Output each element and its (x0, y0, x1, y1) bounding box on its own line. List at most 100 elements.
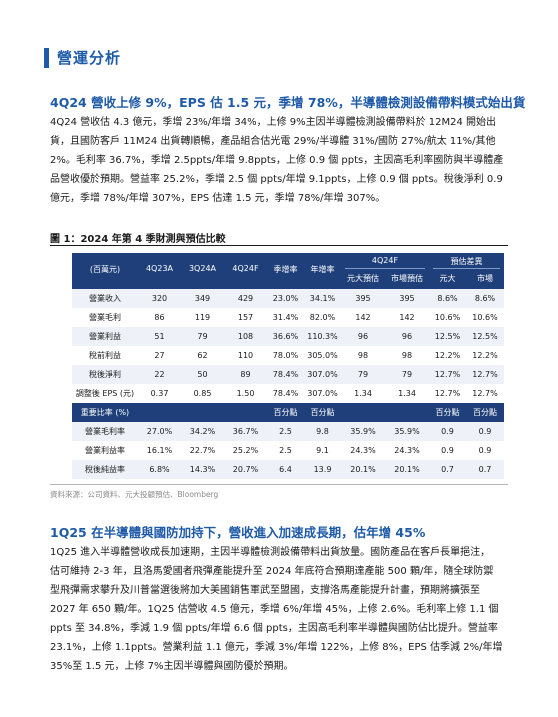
table-cell: 12.5% (472, 332, 498, 341)
table-cell: 36.7% (232, 427, 259, 436)
block2-paragraph: 1Q25 進入半導體營收成長加速期，主因半導體檢測設備帶料出貨放量。國防產品在客… (50, 543, 515, 676)
table-cell: 0.9 (478, 427, 492, 436)
table-header (72, 253, 504, 289)
table-cell: 349 (194, 294, 211, 303)
table-cell: 82.0% (309, 313, 336, 322)
table-cell: 119 (194, 313, 211, 322)
header-group-diff: 預估差異 (450, 257, 483, 266)
ratio-header-pct: 百分點 (473, 408, 497, 417)
row-label: 營業收入 (89, 294, 121, 303)
table-cell: 6.4 (279, 465, 292, 474)
table-cell: 0.85 (193, 389, 212, 398)
table-cell: 62 (197, 351, 208, 360)
ratio-header-pct: 百分點 (273, 408, 298, 417)
row-label: 營業毛利率 (85, 427, 125, 436)
header-group-divider (345, 268, 425, 269)
table-cell: 20.1% (394, 465, 420, 474)
table-cell: 395 (399, 294, 415, 303)
table-cell: 307.0% (307, 389, 338, 398)
header-sub: 市場 (477, 274, 493, 283)
table-cell: 79 (357, 370, 369, 379)
table-cell: 110 (237, 351, 254, 360)
row-label: 營業利益率 (85, 446, 125, 455)
table-cell: 10.6% (472, 313, 498, 322)
ratio-header-pct: 百分點 (310, 408, 335, 417)
table-cell: 31.4% (272, 313, 299, 322)
table-cell: 20.1% (350, 465, 376, 474)
table-cell: 34.1% (309, 294, 336, 303)
ratio-header-pct: 百分點 (435, 408, 460, 417)
table-row: 營業利益 51 79 108 36.6% 110.3% 96 96 12.5% 12.5% (72, 327, 504, 346)
block2-line: 23.1%，上修 1.1ppts。營業利益 1.1 億元，季減 3%/年增 12… (50, 642, 503, 653)
table-cell: 12.7% (434, 370, 461, 379)
table-cell: 0.9 (478, 446, 492, 455)
row-label: 調整後 EPS (元) (75, 389, 135, 398)
table-cell: 108 (237, 332, 254, 341)
table-cell: 157 (237, 313, 254, 322)
table-row: 營業毛利率 27.0% 34.2% 36.7% 2.5 9.8 35.9% 35.9% 0.9 0… (72, 422, 504, 441)
table-cell: 6.8% (149, 465, 170, 474)
table-row: 稅後純益率 6.8% 14.3% 20.7% 6.4 13.9 20.1% 20.1% 0.7 0… (72, 460, 504, 479)
table-cell: 9.1 (316, 446, 329, 455)
table-row: 營業毛利 86 119 157 31.4% 82.0% 142 142 10.6% 10.6% (72, 308, 504, 327)
section-title: 營運分析 (57, 49, 122, 67)
table-cell: 10.6% (434, 313, 461, 322)
header-col: 3Q24A (188, 264, 217, 273)
table-cell: 12.7% (434, 389, 461, 398)
table-cell: 8.6% (437, 294, 458, 303)
table-row: 調整後 EPS (元) 0.37 0.85 1.50 78.4% 307.0% 1.34 1.… (72, 384, 504, 403)
table-cell: 110.3% (307, 332, 338, 341)
block1-line: 2%。毛利率 36.7%，季增 2.5ppts/年增 9.8ppts，上修 0.… (50, 155, 504, 166)
table-cell: 12.2% (472, 351, 498, 360)
block1-paragraph: 4Q24 營收估 4.3 億元，季增 23%/年增 34%，上修 9%主因半導體… (50, 113, 515, 208)
header-col: 4Q23A (145, 264, 174, 273)
table-cell: 96 (357, 332, 369, 341)
table-cell: 78.4% (272, 389, 299, 398)
table-cell: 12.5% (434, 332, 461, 341)
table-cell: 35.9% (394, 427, 420, 436)
block2-line: 1Q25 進入半導體營收成長加速期，主因半導體檢測設備帶料出貨放量。國防產品在客… (50, 547, 491, 558)
table-cell: 98 (401, 351, 413, 360)
row-label: 稅前利益 (89, 351, 121, 360)
table-cell: 98 (357, 351, 369, 360)
table-cell: 12.7% (472, 370, 498, 379)
table-cell: 142 (355, 313, 371, 322)
ratio-header-row: 重要比率 (%) 百分點 百分點 百分點 百分點 (72, 403, 504, 422)
block2-line: 估可維持 2-3 年，且洛馬愛國者飛彈產能提升至 2024 年底符合預期達產能 … (50, 566, 494, 577)
table-cell: 9.8 (316, 427, 329, 436)
table-cell: 79 (197, 332, 208, 341)
table-cell: 51 (154, 332, 165, 341)
header-col: 4Q24F (232, 264, 259, 273)
table-cell: 20.7% (232, 465, 259, 474)
table-cell: 1.50 (236, 389, 255, 398)
header-sub: 元大 (439, 274, 456, 283)
table-cell: 16.1% (146, 446, 173, 455)
table-cell: 12.2% (434, 351, 461, 360)
table-cell: 79 (401, 370, 413, 379)
table-cell: 395 (355, 294, 371, 303)
table-cell: 14.3% (189, 465, 216, 474)
table-cell: 1.34 (354, 389, 372, 398)
table-cell: 96 (401, 332, 413, 341)
block2-line: 2027 年 650 顆/年。1Q25 估營收 4.5 億元，季增 6%/年增 … (50, 604, 499, 615)
row-label: 營業毛利 (89, 313, 121, 322)
table-cell: 429 (237, 294, 254, 303)
block1-line: 4Q24 營收估 4.3 億元，季增 23%/年增 34%，上修 9%主因半導體… (50, 117, 497, 128)
section-header: 營運分析 (44, 47, 121, 68)
block2-heading: 1Q25 在半導體與國防加持下，營收進入加速成長期，估年增 45% (50, 525, 426, 540)
header-sub: 市場預估 (391, 274, 423, 283)
table-cell: 0.7 (441, 465, 454, 474)
table-cell: 305.0% (307, 351, 338, 360)
table-cell: 13.9 (313, 465, 332, 474)
header-sub: 元大預估 (347, 274, 379, 283)
table-cell: 27 (154, 351, 165, 360)
block1-line: 億元，季增 78%/年增 307%，EPS 估達 1.5 元，季增 78%/年增… (50, 193, 386, 204)
table-cell: 24.3% (394, 446, 420, 455)
figure-source: 資料來源：公司資料、元大投顧預估、Bloomberg (50, 490, 219, 499)
table-cell: 50 (197, 370, 208, 379)
header-unit: (百萬元) (89, 265, 121, 274)
table-cell: 36.6% (272, 332, 299, 341)
table-cell: 0.9 (441, 446, 454, 455)
row-label: 稅後淨利 (89, 370, 121, 379)
table-cell: 35.9% (350, 427, 376, 436)
